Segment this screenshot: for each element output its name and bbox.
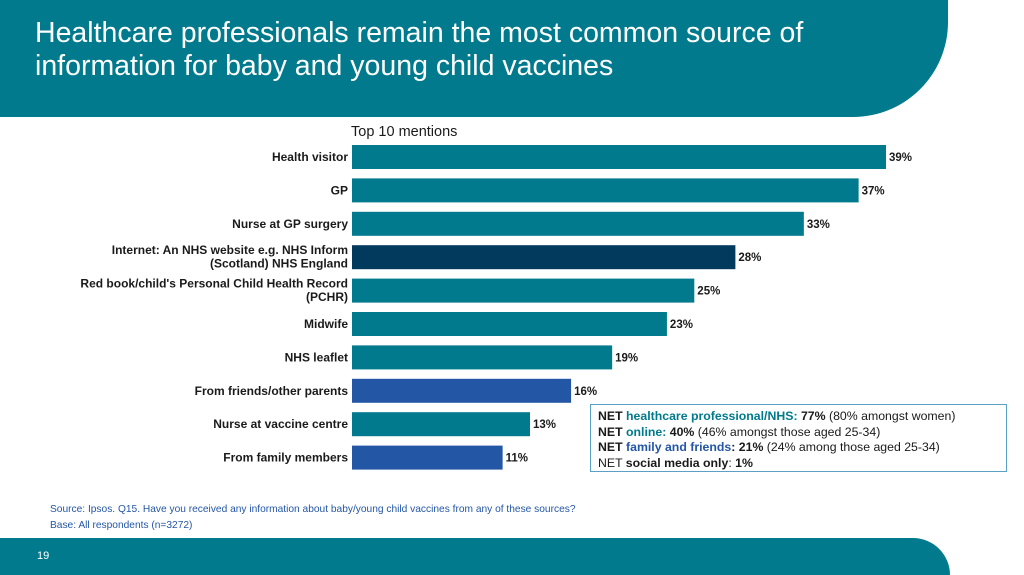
page-title: Healthcare professionals remain the most… [35,17,804,82]
bar-3 [352,245,736,270]
bar-2 [352,211,804,236]
net-prefix: NET [598,455,626,470]
bar-5 [352,312,667,336]
net-line-family: NET family and friends: 21% (24% among t… [598,440,999,456]
net-value-healthcare: 77% [797,409,826,423]
category-label: (PCHR) [306,290,348,304]
bar-8 [352,412,530,437]
net-colon: : [731,440,736,454]
category-label: NHS leaflet [285,350,348,364]
bar-6 [352,345,613,370]
net-value-online: 40% [666,424,695,439]
net-colon: : [728,455,736,470]
value-label: 25% [697,286,720,298]
value-label: 11% [506,453,528,465]
net-label-social: social media only [625,455,729,470]
chart-title: Top 10 mentions [351,124,458,140]
category-label: Nurse at vaccine centre [213,417,348,431]
net-label-family: family and friends [626,440,732,454]
net-label-healthcare: healthcare professional/NHS: [626,409,798,423]
net-value-family: 21% [735,440,764,454]
category-label: From family members [223,451,348,465]
value-label: 28% [738,252,761,264]
net-label-online: online: [626,424,667,439]
footer-banner [0,538,950,575]
bar-1 [352,178,859,203]
net-line-social: NET social media only: 1% [598,456,999,472]
source-note: Source: Ipsos. Q15. Have you received an… [50,502,576,534]
value-label: 19% [615,352,638,364]
net-line-healthcare: NET healthcare professional/NHS: 77% (80… [598,409,999,425]
value-label: 23% [670,319,693,331]
value-label: 16% [574,386,597,398]
category-label: (Scotland) NHS England [210,257,348,271]
base-line: Base: All respondents (n=3272) [50,520,193,531]
value-label: 39% [889,152,912,164]
header-banner: Healthcare professionals remain the most… [0,0,948,117]
value-label: 37% [862,185,885,197]
value-label: 13% [533,419,556,431]
page-number: 19 [37,550,50,562]
net-note-healthcare: (80% amongst women) [825,409,956,423]
net-note-online: (46% amongst those aged 25-34) [694,424,881,439]
net-line-online: NET online: 40% (46% amongst those aged … [598,425,999,441]
category-label: Midwife [304,317,348,331]
net-note-family: (24% among those aged 25-34) [763,440,940,454]
net-prefix: NET [598,409,627,423]
source-line: Source: Ipsos. Q15. Have you received an… [50,504,576,515]
bar-7 [352,378,572,403]
net-summary-box: NET healthcare professional/NHS: 77% (80… [590,404,1007,472]
net-prefix: NET [598,424,627,439]
category-label: Internet: An NHS website e.g. NHS Inform [112,243,348,257]
bar-9 [352,445,503,470]
value-label: 33% [807,219,830,231]
category-label: From friends/other parents [195,384,349,398]
bar-0 [352,145,886,169]
bar-4 [352,278,695,303]
net-value-social: 1% [735,455,753,470]
net-prefix: NET [598,440,627,454]
category-label: GP [331,183,348,197]
category-label: Nurse at GP surgery [232,217,348,231]
category-label: Red book/child's Personal Child Health R… [80,277,348,291]
category-label: Health visitor [272,150,348,164]
